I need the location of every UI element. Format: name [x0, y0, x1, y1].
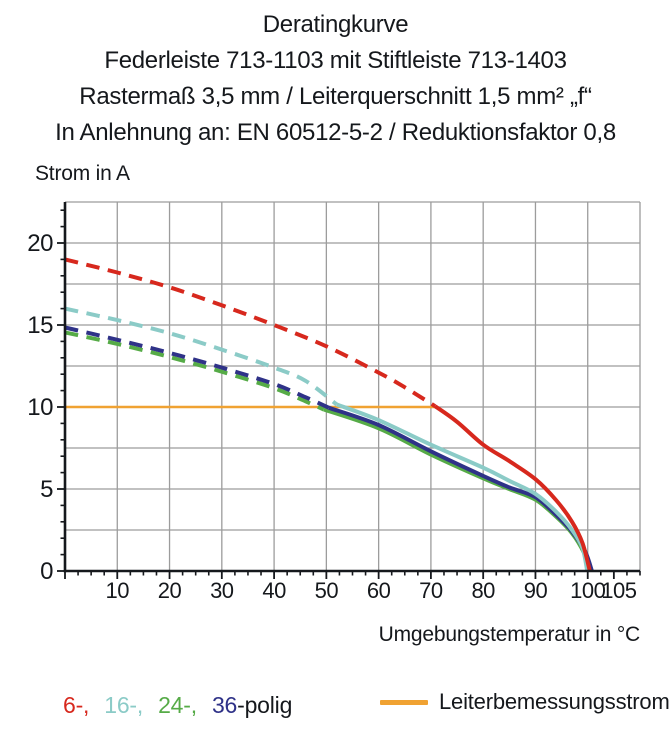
- series-curve-dashed-24-polig: [64, 330, 325, 412]
- legend-rated-current: Leiterbemessungsstrom: [380, 689, 670, 715]
- y-tick-label: 20: [27, 230, 53, 257]
- legend-pole-count: 6-, 16-, 24-, 36-polig: [63, 692, 292, 719]
- rated-current-label: Leiterbemessungsstrom: [439, 689, 670, 714]
- chart-title-block: Deratingkurve Federleiste 713-1103 mit S…: [0, 7, 671, 151]
- y-tick-label: 5: [40, 476, 53, 503]
- series-curve-solid-16-polig: [336, 402, 590, 572]
- x-tick-label: 30: [210, 578, 234, 603]
- x-tick-label: 105: [601, 578, 636, 603]
- x-tick-label: 90: [524, 578, 548, 603]
- series-curve-dashed-6-polig: [64, 257, 437, 408]
- legend-series-label-4: 36-polig: [211, 692, 293, 718]
- legend-series-label-2: 16-,: [104, 692, 144, 718]
- legend-series-label-1: 6-,: [63, 692, 90, 718]
- x-tick-label: 100: [570, 578, 605, 603]
- series-curve-dashed-36-polig: [64, 325, 330, 410]
- series-curve-solid-24-polig: [323, 407, 593, 572]
- legend-series-label-3: 24-,: [158, 692, 197, 718]
- x-tick-label: 80: [471, 578, 495, 603]
- chart-title-line-1: Deratingkurve: [262, 11, 409, 38]
- y-tick-label: 10: [27, 394, 53, 421]
- y-tick-label: 15: [27, 312, 53, 339]
- x-tick-label: 60: [367, 578, 391, 603]
- x-tick-label: 70: [419, 578, 443, 603]
- x-tick-label: 40: [262, 578, 286, 603]
- chart-title-line-4: In Anlehnung an: EN 60512-5-2 / Reduktio…: [55, 119, 616, 146]
- x-tick-label: 20: [158, 578, 182, 603]
- y-tick-label: 0: [40, 558, 53, 585]
- y-axis-title: Strom in A: [35, 162, 130, 185]
- legend-series-suffix: -polig: [237, 692, 293, 718]
- series-curve-dashed-16-polig: [64, 306, 339, 407]
- x-axis-title: Umgebungstemperatur in °C: [378, 623, 641, 646]
- chart-title-line-2: Federleiste 713-1103 mit Stiftleiste 713…: [104, 47, 567, 74]
- x-tick-label: 50: [315, 578, 339, 603]
- series-curve-solid-6-polig: [433, 404, 592, 572]
- chart-title-line-3: Rastermaß 3,5 mm / Leiterquerschnitt 1,5…: [79, 83, 592, 110]
- rated-current-line-swatch: [380, 699, 428, 705]
- x-tick-label: 10: [106, 578, 130, 603]
